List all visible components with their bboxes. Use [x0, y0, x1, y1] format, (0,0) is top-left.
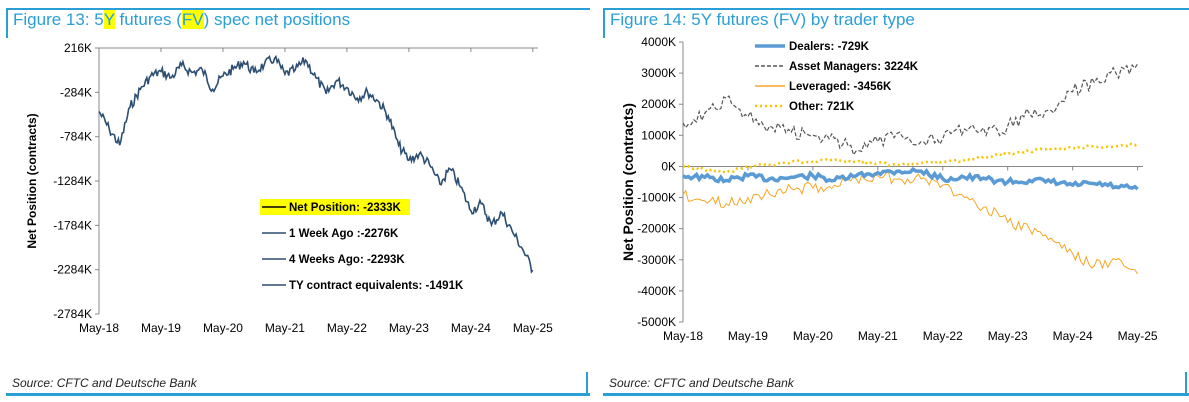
figure-14-panel: Figure 14: 5Y futures (FV) by trader typ… — [597, 0, 1189, 402]
y-axis-label: Net Position (contracts) — [620, 103, 636, 261]
panel-top-rule — [603, 8, 1189, 10]
legend-label: Leveraged: -3456K — [789, 81, 892, 93]
x-tick-label: May-19 — [141, 321, 181, 335]
legend-label: 1 Week Ago :-2276K — [289, 228, 399, 240]
panel-left-rule — [603, 8, 605, 38]
panel-bottom-rule — [6, 393, 590, 396]
legend-label: 4 Weeks Ago: -2293K — [289, 254, 405, 266]
legend-label: TY contract equivalents: -1491K — [289, 280, 464, 292]
series-line-3 — [682, 142, 1139, 175]
y-tick-label: -2284K — [53, 263, 92, 277]
legend-label: Dealers: -729K — [789, 41, 870, 53]
figure-13-title: Figure 13: 5Y futures (FV) spec net posi… — [13, 10, 350, 30]
panel-right-rule — [1185, 372, 1187, 394]
title-part: FV — [181, 10, 204, 29]
title-part: ) spec net positions — [203, 10, 351, 29]
y-tick-label: -284K — [60, 85, 92, 99]
y-tick-label: -4000K — [637, 284, 676, 298]
y-tick-label: -784K — [60, 130, 92, 144]
x-tick-label: May-18 — [663, 329, 703, 343]
figure-13-source: Source: CFTC and Deutsche Bank — [12, 376, 197, 390]
y-tick-label: 2000K — [641, 97, 676, 111]
panel-bottom-rule — [603, 393, 1189, 396]
x-tick-label: May-23 — [988, 329, 1028, 343]
legend-label: Net Position: -2333K — [289, 202, 402, 214]
y-tick-label: -2000K — [637, 222, 676, 236]
series-line-2 — [682, 171, 1139, 275]
panel-right-rule — [586, 372, 588, 394]
y-tick-label: -1000K — [637, 191, 676, 205]
x-tick-label: May-21 — [265, 321, 305, 335]
figure-13-chart: 216K-284K-784K-1284K-1784K-2284K-2784KMa… — [25, 41, 553, 335]
x-tick-label: May-20 — [793, 329, 833, 343]
title-part: futures ( — [114, 10, 182, 29]
y-tick-label: -1284K — [53, 174, 92, 188]
title-part: Y — [103, 10, 115, 29]
net-position-series-line — [98, 54, 534, 274]
legend-label: Asset Managers: 3224K — [789, 61, 919, 73]
y-tick-label: 1000K — [641, 128, 676, 142]
legend-highlight — [260, 199, 410, 215]
panel-left-rule — [6, 8, 8, 38]
x-tick-label: May-22 — [923, 329, 963, 343]
y-tick-label: 4000K — [641, 35, 676, 49]
figure-13-panel: Figure 13: 5Y futures (FV) spec net posi… — [0, 0, 590, 402]
y-tick-label: -1784K — [53, 218, 92, 232]
x-tick-label: May-24 — [1053, 329, 1093, 343]
x-tick-label: May-21 — [858, 329, 898, 343]
y-tick-label: 216K — [64, 41, 92, 55]
y-tick-label: -3000K — [637, 253, 676, 267]
series-line-1 — [682, 63, 1139, 157]
x-tick-label: May-20 — [203, 321, 243, 335]
y-tick-label: 3000K — [641, 66, 676, 80]
x-tick-label: May-18 — [79, 321, 119, 335]
x-tick-label: May-23 — [389, 321, 429, 335]
figure-14-chart: 4000K 3000K 2000K 1000K 0K -1000K -2000K -3000K… — [620, 35, 1158, 343]
x-tick-label: May-22 — [327, 321, 367, 335]
x-tick-label: May-19 — [728, 329, 768, 343]
y-axis-label: Net Position (contracts) — [25, 113, 39, 248]
y-tick-label: -5000K — [637, 315, 676, 329]
figure-14-title: Figure 14: 5Y futures (FV) by trader typ… — [610, 10, 915, 29]
y-tick-label: -2784K — [53, 307, 92, 321]
panel-top-rule — [6, 8, 590, 10]
legend-label: Other: 721K — [789, 101, 855, 113]
x-tick-label: May-24 — [451, 321, 491, 335]
x-tick-label: May-25 — [1118, 329, 1158, 343]
y-tick-label: 0K — [661, 159, 676, 173]
title-part: Figure 13: 5 — [13, 10, 104, 29]
series-line-0 — [682, 166, 1139, 191]
figure-14-source: Source: CFTC and Deutsche Bank — [609, 376, 794, 390]
x-tick-label: May-25 — [513, 321, 553, 335]
